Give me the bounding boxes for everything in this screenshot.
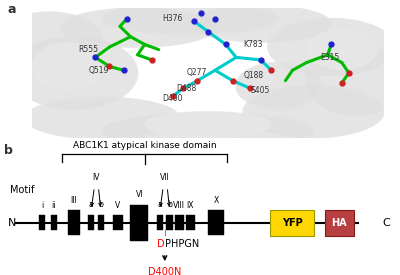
Polygon shape	[0, 12, 102, 69]
Bar	[51, 215, 57, 230]
Bar	[39, 215, 45, 230]
Text: ii: ii	[52, 201, 56, 210]
Polygon shape	[0, 12, 102, 69]
Polygon shape	[145, 112, 271, 138]
Text: VIII: VIII	[173, 201, 185, 210]
Text: Q519: Q519	[88, 66, 109, 75]
Bar	[98, 215, 104, 230]
Polygon shape	[268, 19, 394, 75]
Text: D: D	[157, 239, 165, 249]
Bar	[175, 215, 184, 230]
Text: III: III	[71, 196, 77, 205]
Polygon shape	[190, 6, 331, 42]
Text: R555: R555	[78, 45, 98, 54]
Bar	[157, 215, 163, 230]
Text: D488: D488	[176, 84, 196, 93]
Text: X: X	[213, 196, 219, 205]
Polygon shape	[236, 62, 321, 109]
Text: a: a	[158, 200, 162, 209]
Bar	[325, 210, 354, 236]
Polygon shape	[25, 97, 180, 139]
Bar	[88, 215, 94, 230]
Bar	[208, 210, 224, 235]
Polygon shape	[102, 3, 278, 34]
Text: HA: HA	[331, 218, 347, 228]
Polygon shape	[268, 19, 394, 75]
Polygon shape	[190, 6, 331, 42]
Text: Motif: Motif	[10, 185, 34, 195]
Polygon shape	[243, 86, 384, 138]
Text: Q277: Q277	[187, 68, 207, 77]
Polygon shape	[307, 43, 400, 116]
Text: V: V	[115, 201, 121, 210]
Polygon shape	[25, 97, 180, 139]
Text: ABC1K1 atypical kinase domain: ABC1K1 atypical kinase domain	[73, 141, 216, 150]
Text: S405: S405	[250, 86, 270, 95]
Bar	[166, 215, 173, 230]
Text: VII: VII	[160, 172, 170, 182]
Text: Q188: Q188	[243, 71, 263, 80]
Polygon shape	[11, 37, 138, 109]
Polygon shape	[60, 8, 215, 47]
Polygon shape	[60, 8, 215, 47]
Text: K783: K783	[243, 40, 263, 49]
Polygon shape	[32, 43, 102, 90]
Bar	[270, 210, 314, 236]
Text: b: b	[4, 144, 13, 157]
Text: E315: E315	[321, 53, 340, 62]
Text: i: i	[41, 201, 43, 210]
Text: N: N	[8, 218, 16, 228]
Polygon shape	[243, 86, 384, 138]
Text: a: a	[7, 3, 16, 16]
Polygon shape	[102, 113, 314, 149]
Text: b: b	[98, 200, 103, 209]
Text: IV: IV	[92, 172, 100, 182]
Bar	[130, 205, 148, 241]
Text: a: a	[89, 200, 94, 209]
Polygon shape	[102, 113, 314, 149]
Polygon shape	[11, 37, 138, 109]
Polygon shape	[307, 30, 377, 69]
Polygon shape	[307, 43, 400, 116]
Bar	[113, 215, 123, 230]
Text: IX: IX	[187, 201, 194, 210]
Text: VI: VI	[136, 190, 143, 199]
Polygon shape	[102, 3, 278, 34]
Text: H376: H376	[162, 14, 183, 23]
Bar	[68, 210, 80, 235]
Text: YFP: YFP	[282, 218, 302, 228]
Text: PHPGN: PHPGN	[165, 239, 199, 249]
Text: D400: D400	[162, 94, 183, 103]
Bar	[186, 215, 195, 230]
Polygon shape	[236, 62, 321, 109]
Text: b: b	[167, 200, 172, 209]
Text: C: C	[382, 218, 390, 228]
Text: D400N: D400N	[148, 267, 182, 275]
